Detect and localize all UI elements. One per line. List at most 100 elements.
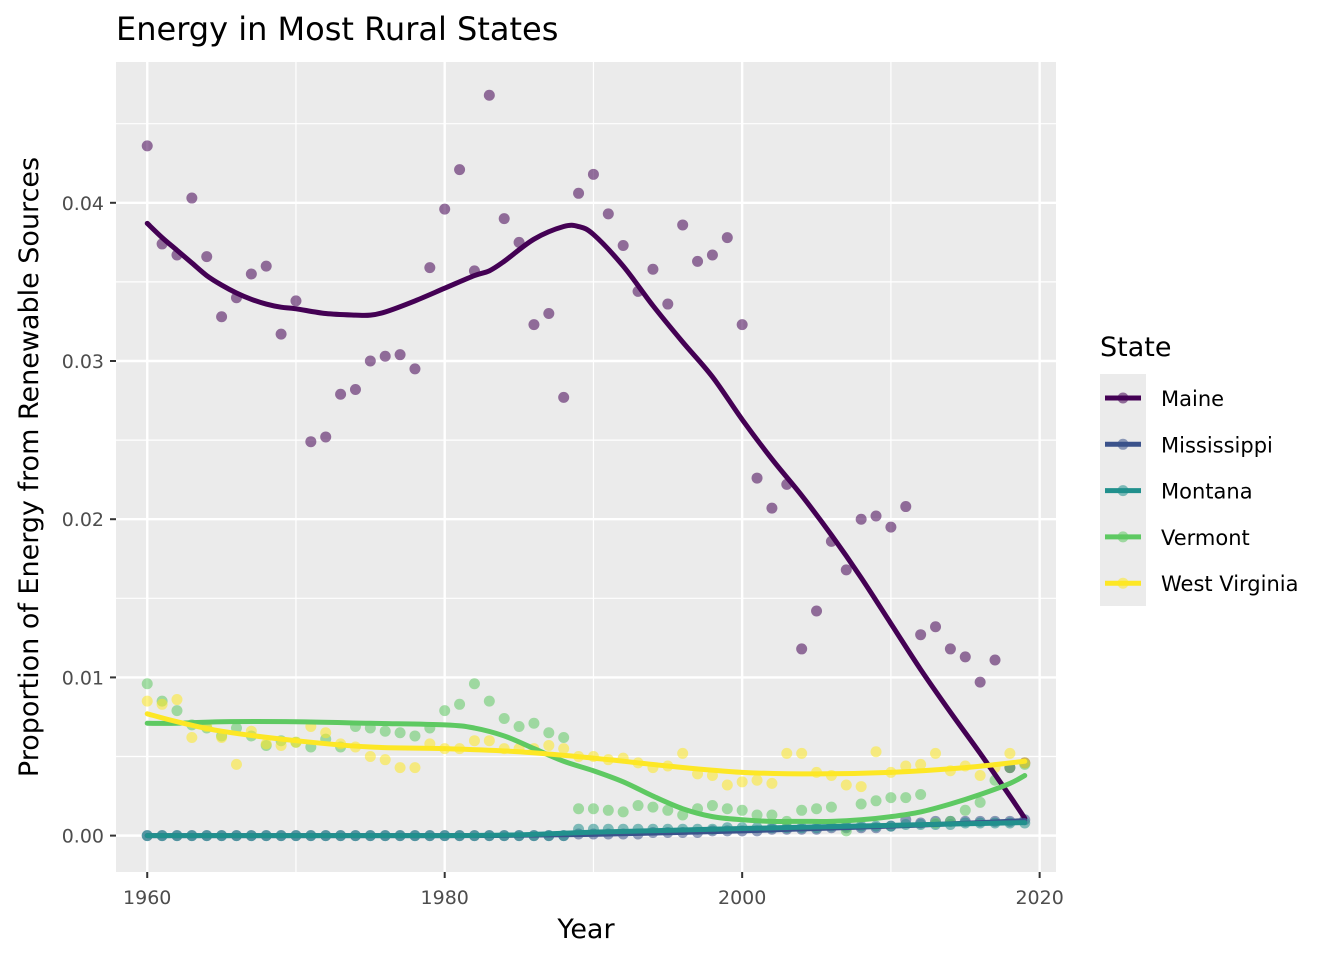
point-maine	[647, 263, 659, 275]
point-vermont	[915, 788, 927, 800]
point-maine	[677, 219, 689, 231]
point-vermont	[721, 803, 733, 815]
point-vermont	[677, 809, 689, 821]
point-vermont	[587, 803, 599, 815]
point-vermont	[825, 801, 837, 813]
legend-item-montana: Montana	[1105, 480, 1253, 504]
y-axis-title: Proportion of Energy from Renewable Sour…	[14, 157, 45, 777]
point-west-virginia	[677, 747, 689, 759]
point-west-virginia	[781, 747, 793, 759]
point-maine	[290, 295, 302, 307]
point-west-virginia	[930, 747, 942, 759]
x-tick-label: 1960	[123, 887, 171, 909]
point-vermont	[483, 695, 495, 707]
point-maine	[275, 328, 287, 340]
point-maine	[394, 349, 406, 361]
point-west-virginia	[766, 777, 778, 789]
smooth-line-montana	[144, 820, 1028, 839]
point-maine	[736, 319, 748, 331]
smooth-line-west-virginia	[144, 711, 1028, 777]
point-maine	[617, 240, 629, 252]
point-maine	[141, 140, 153, 152]
point-maine	[424, 262, 436, 274]
point-west-virginia	[171, 694, 183, 706]
point-west-virginia	[974, 769, 986, 781]
point-vermont	[811, 803, 823, 815]
point-vermont	[498, 713, 510, 725]
x-axis: 1960 1980 2000 2020	[123, 872, 1064, 909]
point-maine	[245, 268, 257, 280]
point-west-virginia	[260, 738, 272, 750]
point-vermont	[394, 727, 406, 739]
point-vermont	[974, 796, 986, 808]
point-vermont	[885, 792, 897, 804]
point-vermont	[632, 800, 644, 812]
x-tick-label: 2020	[1015, 887, 1063, 909]
plot-panel	[116, 62, 1056, 872]
point-maine	[528, 319, 540, 331]
point-vermont	[900, 792, 912, 804]
point-maine	[320, 431, 332, 443]
point-maine	[751, 472, 763, 484]
legend-point	[1117, 577, 1129, 589]
point-maine	[840, 564, 852, 576]
smooth-line-maine	[144, 220, 1028, 821]
legend-point	[1117, 392, 1129, 404]
point-vermont	[468, 678, 480, 690]
point-west-virginia	[840, 779, 852, 791]
smooth-line-vermont	[144, 719, 1028, 824]
legend-point	[1117, 438, 1129, 450]
point-vermont	[573, 803, 585, 815]
point-west-virginia	[409, 762, 421, 774]
y-axis: 0.00 0.01 0.02 0.03 0.04	[62, 193, 116, 848]
y-tick-label: 0.02	[62, 509, 104, 531]
point-vermont	[706, 800, 718, 812]
x-tick-label: 1980	[421, 887, 469, 909]
point-maine	[349, 383, 361, 395]
point-west-virginia	[870, 746, 882, 758]
point-maine	[543, 308, 555, 320]
legend-item-west-virginia: West Virginia	[1105, 572, 1298, 596]
legend-item-mississippi: Mississippi	[1105, 433, 1273, 457]
legend-title: State	[1100, 332, 1171, 363]
point-maine	[974, 676, 986, 688]
y-tick-label: 0.03	[62, 351, 104, 373]
point-vermont	[736, 804, 748, 816]
point-maine	[796, 643, 808, 655]
legend-label: West Virginia	[1161, 572, 1298, 596]
point-maine	[186, 192, 198, 204]
point-maine	[915, 629, 927, 641]
point-west-virginia	[186, 732, 198, 744]
y-tick-label: 0.01	[62, 667, 104, 689]
point-west-virginia	[900, 760, 912, 772]
point-maine	[558, 391, 570, 403]
point-west-virginia	[320, 727, 332, 739]
point-maine	[454, 164, 466, 176]
point-maine	[573, 187, 585, 199]
point-vermont	[870, 795, 882, 807]
point-maine	[721, 232, 733, 244]
point-west-virginia	[141, 695, 153, 707]
legend-label: Montana	[1161, 480, 1253, 504]
point-maine	[216, 311, 228, 323]
y-tick-label: 0.00	[62, 826, 104, 848]
point-maine	[260, 260, 272, 272]
point-maine	[498, 213, 510, 225]
point-west-virginia	[468, 735, 480, 747]
legend-item-maine: Maine	[1105, 387, 1224, 411]
grid-minor	[116, 62, 1056, 872]
point-maine	[885, 521, 897, 533]
point-west-virginia	[394, 762, 406, 774]
point-west-virginia	[364, 751, 376, 763]
point-maine	[379, 350, 391, 362]
point-vermont	[558, 732, 570, 744]
point-vermont	[439, 705, 451, 717]
point-vermont	[751, 809, 763, 821]
point-maine	[900, 501, 912, 513]
y-tick-label: 0.04	[62, 193, 104, 215]
point-maine	[706, 249, 718, 261]
point-vermont	[959, 804, 971, 816]
point-maine	[766, 502, 778, 514]
legend-point	[1117, 531, 1129, 543]
